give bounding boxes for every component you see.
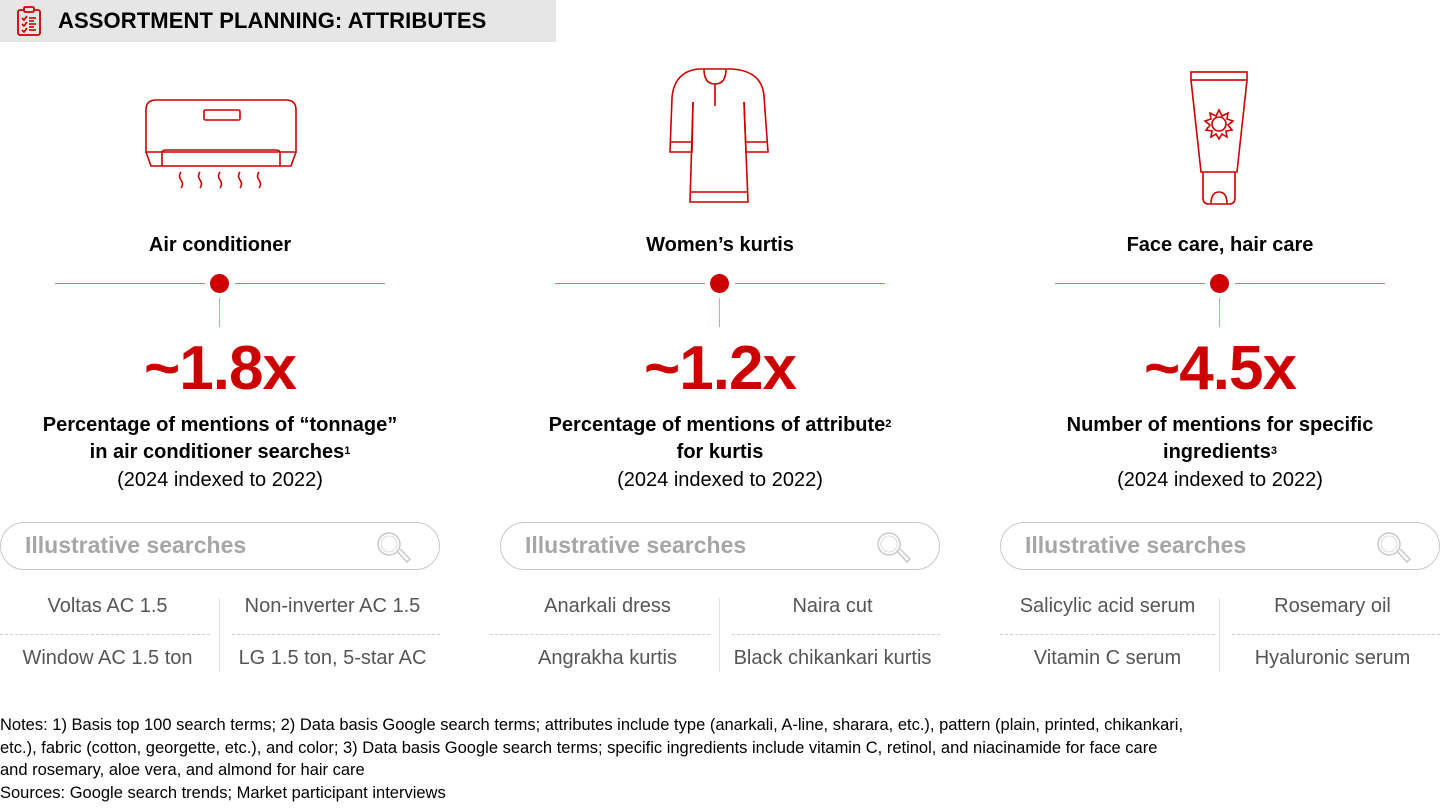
illustrative-search-box: Illustrative searches (0, 522, 440, 570)
notes-line: etc.), fabric (cotton, georgette, etc.),… (0, 738, 1158, 757)
search-placeholder: Illustrative searches (525, 532, 747, 558)
metric-subtext: (2024 indexed to 2022) (117, 469, 323, 491)
search-example: Window AC 1.5 ton (22, 647, 193, 669)
divider-line (555, 283, 705, 284)
search-example: Rosemary oil (1274, 595, 1391, 617)
metric-value: ~1.8x (144, 334, 297, 403)
grid-divider (490, 634, 710, 635)
category-label: Air conditioner (148, 234, 292, 256)
search-examples-grid: Voltas AC 1.5 Non-inverter AC 1.5 Window… (0, 588, 440, 678)
metric-value: ~1.2x (644, 334, 797, 403)
category-label: Women’s kurtis (646, 234, 794, 256)
search-placeholder: Illustrative searches (25, 532, 247, 558)
grid-divider (719, 598, 720, 672)
category-label: Face care, hair care (1126, 234, 1314, 256)
connector-line (1219, 298, 1220, 327)
metric-description: Number of mentions for specific ingredie… (1066, 414, 1374, 463)
search-icon (1377, 532, 1412, 564)
column-face-hair-care: Face care, hair care ~4.5x Number of men… (1000, 0, 1440, 690)
search-example: Naira cut (792, 595, 873, 617)
grid-divider (232, 634, 440, 635)
search-example: Salicylic acid serum (1019, 595, 1196, 617)
grid-divider (1219, 598, 1220, 672)
divider-line (55, 283, 205, 284)
search-examples-grid: Anarkali dress Naira cut Angrakha kurtis… (490, 588, 940, 678)
connector-line (219, 298, 220, 327)
search-icon (877, 532, 912, 564)
kurti-icon (669, 68, 769, 203)
divider-line (735, 283, 885, 284)
footnote-marker: 3 (1270, 445, 1277, 457)
marker-dot (1210, 274, 1229, 293)
search-examples-grid: Salicylic acid serum Rosemary oil Vitami… (1000, 588, 1440, 678)
search-example: LG 1.5 ton, 5-star AC (238, 647, 427, 669)
marker-dot (210, 274, 229, 293)
grid-divider (1000, 634, 1215, 635)
search-example: Vitamin C serum (1033, 647, 1182, 669)
divider-line (235, 283, 385, 284)
header-banner: ASSORTMENT PLANNING: ATTRIBUTES (0, 0, 556, 42)
metric-description: Percentage of mentions of attribute2 for… (548, 414, 892, 463)
notes-line: Notes: 1) Basis top 100 search terms; 2)… (0, 716, 1184, 734)
column-air-conditioner: Air conditioner ~1.8x Percentage of ment… (0, 0, 440, 690)
search-example: Non-inverter AC 1.5 (244, 595, 421, 617)
grid-divider (0, 634, 210, 635)
grid-divider (732, 634, 940, 635)
divider-line (1055, 283, 1205, 284)
footnote-marker: 1 (344, 445, 351, 457)
page-title: ASSORTMENT PLANNING: ATTRIBUTES (58, 8, 487, 33)
air-conditioner-icon (145, 99, 297, 189)
sunscreen-tube-icon (1190, 71, 1248, 205)
search-example: Voltas AC 1.5 (47, 595, 168, 617)
search-icon (377, 532, 412, 564)
column-womens-kurtis: Women’s kurtis ~1.2x Percentage of menti… (490, 0, 940, 690)
search-example: Black chikankari kurtis (733, 647, 932, 669)
connector-line (719, 298, 720, 327)
footnote-marker: 2 (885, 418, 892, 430)
illustrative-search-box: Illustrative searches (500, 522, 940, 570)
search-example: Angrakha kurtis (538, 647, 677, 669)
footnotes: Notes: 1) Basis top 100 search terms; 2)… (0, 714, 1440, 804)
search-placeholder: Illustrative searches (1025, 532, 1247, 558)
search-example: Anarkali dress (544, 595, 671, 617)
metric-description: Percentage of mentions of “tonnage” in a… (42, 414, 398, 463)
notes-line: and rosemary, aloe vera, and almond for … (0, 761, 365, 779)
divider-line (1235, 283, 1385, 284)
clipboard-checklist-icon (17, 6, 41, 36)
grid-divider (219, 598, 220, 672)
illustrative-search-box: Illustrative searches (1000, 522, 1440, 570)
sources-line: Sources: Google search trends; Market pa… (0, 783, 446, 802)
metric-subtext: (2024 indexed to 2022) (617, 469, 823, 491)
marker-dot (710, 274, 729, 293)
grid-divider (1232, 634, 1440, 635)
metric-subtext: (2024 indexed to 2022) (1117, 469, 1323, 491)
metric-value: ~4.5x (1144, 334, 1297, 403)
search-example: Hyaluronic serum (1254, 647, 1411, 669)
